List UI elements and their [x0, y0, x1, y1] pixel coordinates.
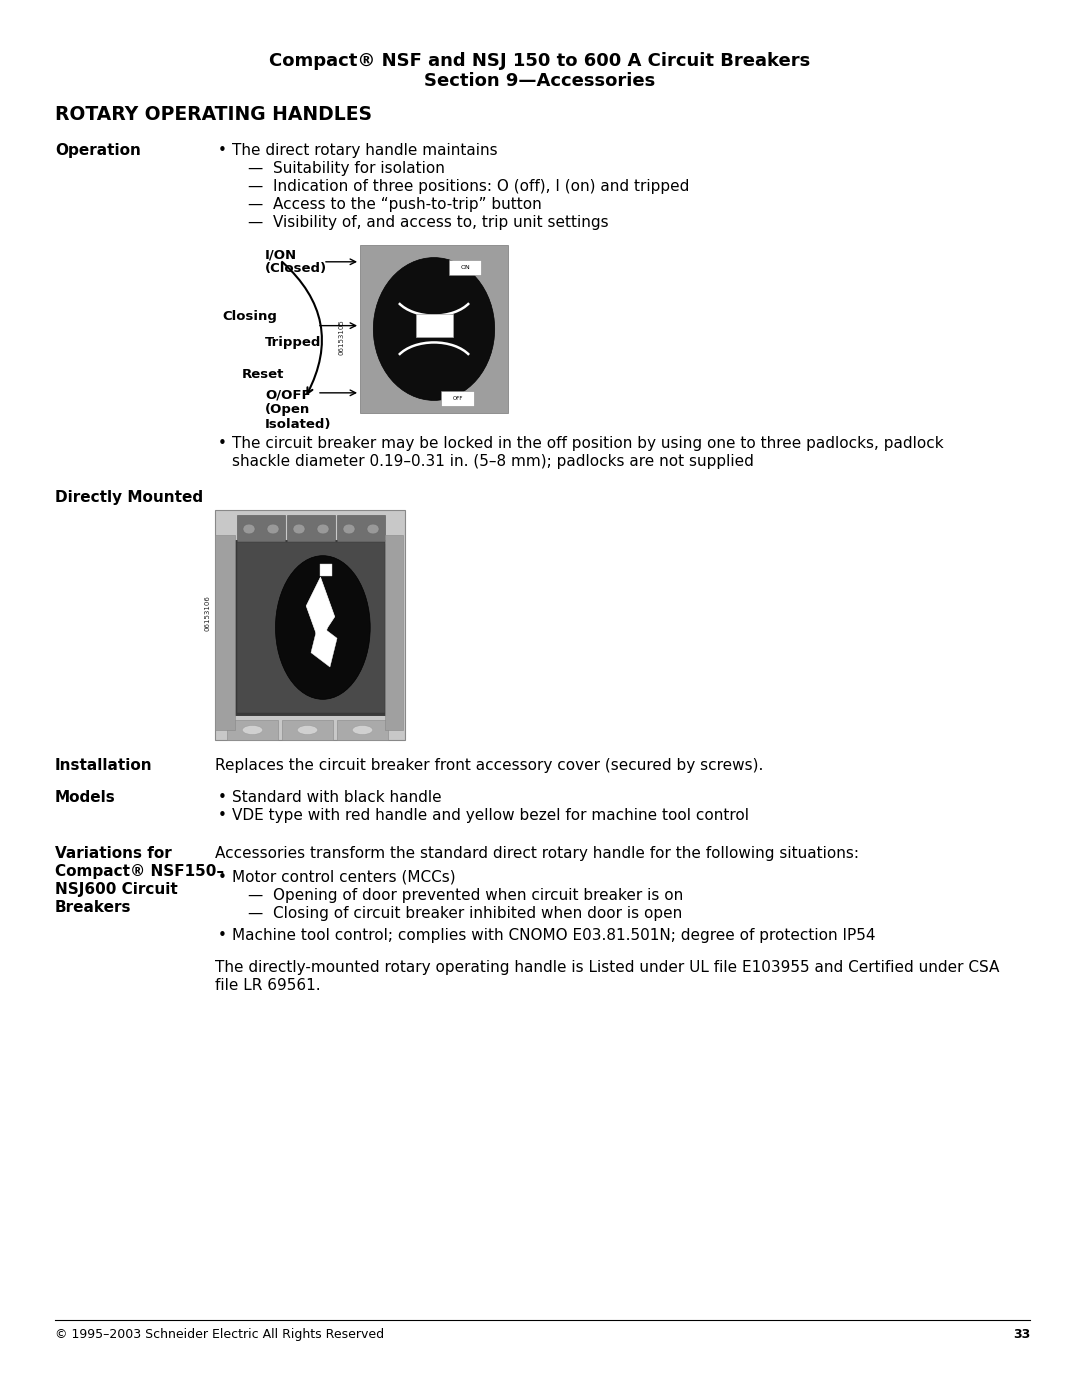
- Bar: [227, 719, 278, 740]
- Bar: [321, 564, 333, 576]
- Ellipse shape: [297, 725, 318, 735]
- Text: •: •: [218, 142, 227, 158]
- Text: The directly-mounted rotary operating handle is Listed under UL file E103955 and: The directly-mounted rotary operating ha…: [215, 960, 999, 975]
- Ellipse shape: [374, 257, 495, 401]
- Text: O/OFF: O/OFF: [265, 388, 311, 401]
- Bar: [237, 542, 384, 712]
- Bar: [442, 391, 474, 407]
- Text: NSJ600 Circuit: NSJ600 Circuit: [55, 882, 178, 897]
- Ellipse shape: [242, 725, 262, 735]
- Text: 06153106: 06153106: [204, 595, 210, 631]
- Ellipse shape: [367, 524, 379, 534]
- Text: 33: 33: [1013, 1329, 1030, 1341]
- Text: ROTARY OPERATING HANDLES: ROTARY OPERATING HANDLES: [55, 105, 372, 124]
- Ellipse shape: [318, 524, 329, 534]
- Ellipse shape: [343, 524, 355, 534]
- Text: I/ON: I/ON: [265, 249, 297, 261]
- Text: shackle diameter 0.19–0.31 in. (5–8 mm); padlocks are not supplied: shackle diameter 0.19–0.31 in. (5–8 mm);…: [232, 454, 754, 469]
- Text: VDE type with red handle and yellow bezel for machine tool control: VDE type with red handle and yellow beze…: [232, 807, 750, 823]
- Text: The direct rotary handle maintains: The direct rotary handle maintains: [232, 142, 498, 158]
- Bar: [287, 515, 335, 543]
- Text: •: •: [218, 789, 227, 805]
- Text: OFF: OFF: [453, 397, 463, 401]
- Text: Machine tool control; complies with CNOMO E03.81.501N; degree of protection IP54: Machine tool control; complies with CNOM…: [232, 928, 876, 943]
- Text: Directly Mounted: Directly Mounted: [55, 490, 203, 504]
- Text: —  Suitability for isolation: — Suitability for isolation: [248, 161, 445, 176]
- Text: —  Indication of three positions: O (off), I (on) and tripped: — Indication of three positions: O (off)…: [248, 179, 689, 194]
- Text: Isolated): Isolated): [265, 418, 332, 432]
- Text: Tripped: Tripped: [265, 337, 322, 349]
- Text: —  Closing of circuit breaker inhibited when door is open: — Closing of circuit breaker inhibited w…: [248, 907, 683, 921]
- Bar: [215, 510, 405, 740]
- Bar: [416, 314, 453, 338]
- Text: (Closed): (Closed): [265, 263, 327, 275]
- Polygon shape: [307, 577, 335, 645]
- Text: Reset: Reset: [242, 367, 284, 381]
- Ellipse shape: [352, 725, 373, 735]
- Text: 06153105: 06153105: [339, 320, 345, 355]
- Bar: [360, 244, 508, 414]
- Bar: [337, 515, 384, 543]
- Text: © 1995–2003 Schneider Electric All Rights Reserved: © 1995–2003 Schneider Electric All Right…: [55, 1329, 384, 1341]
- Text: Compact® NSF and NSJ 150 to 600 A Circuit Breakers: Compact® NSF and NSJ 150 to 600 A Circui…: [269, 52, 811, 70]
- Bar: [449, 260, 482, 275]
- Ellipse shape: [243, 524, 255, 534]
- Text: Motor control centers (MCCs): Motor control centers (MCCs): [232, 870, 456, 886]
- Bar: [215, 535, 235, 731]
- Text: Replaces the circuit breaker front accessory cover (secured by screws).: Replaces the circuit breaker front acces…: [215, 759, 764, 773]
- Text: —  Visibility of, and access to, trip unit settings: — Visibility of, and access to, trip uni…: [248, 215, 609, 231]
- Bar: [337, 719, 388, 740]
- Text: Closing: Closing: [222, 310, 276, 323]
- Text: Variations for: Variations for: [55, 847, 172, 861]
- Text: Operation: Operation: [55, 142, 140, 158]
- Bar: [282, 719, 333, 740]
- Text: Section 9—Accessories: Section 9—Accessories: [424, 73, 656, 89]
- Text: (Open: (Open: [265, 402, 310, 416]
- Ellipse shape: [293, 524, 305, 534]
- Ellipse shape: [275, 556, 370, 700]
- Text: —  Opening of door prevented when circuit breaker is on: — Opening of door prevented when circuit…: [248, 888, 684, 902]
- Text: Models: Models: [55, 789, 116, 805]
- Text: •: •: [218, 928, 227, 943]
- Text: Installation: Installation: [55, 759, 152, 773]
- Text: •: •: [218, 436, 227, 451]
- Bar: [237, 515, 285, 543]
- Ellipse shape: [267, 524, 279, 534]
- Text: Compact® NSF150–: Compact® NSF150–: [55, 863, 225, 879]
- Text: Standard with black handle: Standard with black handle: [232, 789, 442, 805]
- Text: Breakers: Breakers: [55, 900, 132, 915]
- Text: The circuit breaker may be locked in the off position by using one to three padl: The circuit breaker may be locked in the…: [232, 436, 944, 451]
- Text: ON: ON: [460, 265, 470, 270]
- Text: Accessories transform the standard direct rotary handle for the following situat: Accessories transform the standard direc…: [215, 847, 859, 861]
- Text: •: •: [218, 870, 227, 886]
- Polygon shape: [311, 624, 337, 666]
- Bar: [384, 535, 403, 731]
- Text: —  Access to the “push-to-trip” button: — Access to the “push-to-trip” button: [248, 197, 542, 212]
- Text: •: •: [218, 807, 227, 823]
- Bar: [235, 541, 387, 715]
- Text: file LR 69561.: file LR 69561.: [215, 978, 321, 993]
